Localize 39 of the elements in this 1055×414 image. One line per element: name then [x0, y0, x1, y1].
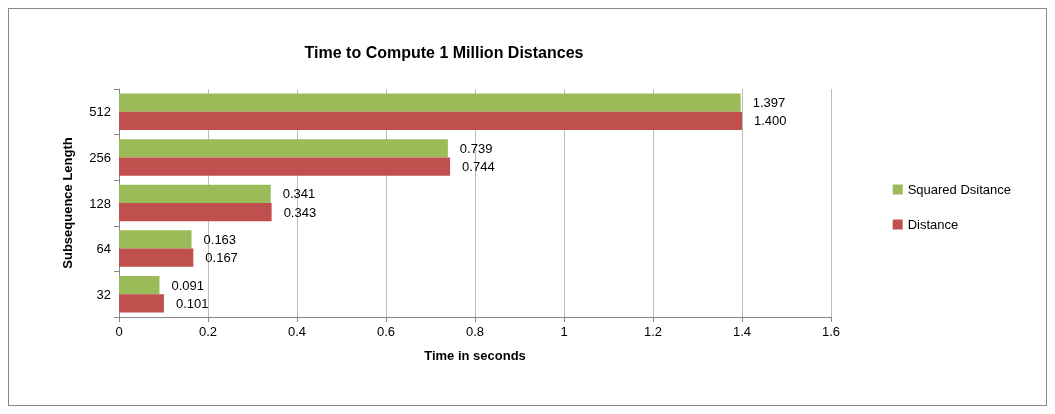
bar — [119, 275, 160, 295]
data-label: 0.091 — [171, 277, 205, 293]
bar — [119, 203, 272, 222]
bar — [119, 248, 194, 267]
x-tick-label: 1.6 — [821, 324, 841, 339]
x-tick-label: 1 — [560, 324, 568, 339]
legend-label: Squared Dsitance — [907, 182, 1011, 197]
y-tick-label: 64 — [96, 241, 111, 257]
x-tick-label: 0.6 — [376, 324, 396, 339]
data-label: 0.167 — [205, 250, 238, 266]
y-axis-title: Subsequence Length — [60, 137, 75, 269]
x-tick-label: 1.2 — [643, 324, 663, 339]
data-label: 0.341 — [282, 186, 316, 202]
bar — [119, 184, 271, 203]
bar — [119, 157, 451, 176]
x-tick-label: 1.4 — [732, 324, 752, 339]
bar — [119, 294, 164, 313]
y-tick-label: 256 — [89, 149, 111, 165]
bar — [119, 111, 742, 131]
x-tick-label: 0.8 — [465, 324, 485, 339]
x-tick-label: 0.4 — [287, 324, 307, 339]
bar — [119, 139, 448, 158]
data-label: 1.400 — [754, 113, 787, 129]
y-tick-label: 128 — [89, 195, 111, 211]
x-tick-label: 0.2 — [198, 324, 218, 339]
data-label: 1.397 — [752, 95, 786, 111]
data-label: 0.739 — [459, 140, 493, 156]
bar — [119, 230, 192, 249]
data-label: 0.744 — [462, 159, 495, 175]
x-axis-title: Time in seconds — [424, 348, 526, 363]
data-label: 0.101 — [175, 295, 209, 311]
chart-title: Time to Compute 1 Million Distances — [304, 43, 584, 61]
data-label: 0.163 — [203, 231, 237, 247]
legend-label: Distance — [907, 217, 959, 232]
y-tick-label: 32 — [96, 286, 111, 302]
bar — [119, 93, 741, 112]
data-label: 0.343 — [283, 204, 317, 220]
y-tick-label: 512 — [89, 104, 111, 120]
x-tick-label: 0 — [115, 324, 123, 339]
